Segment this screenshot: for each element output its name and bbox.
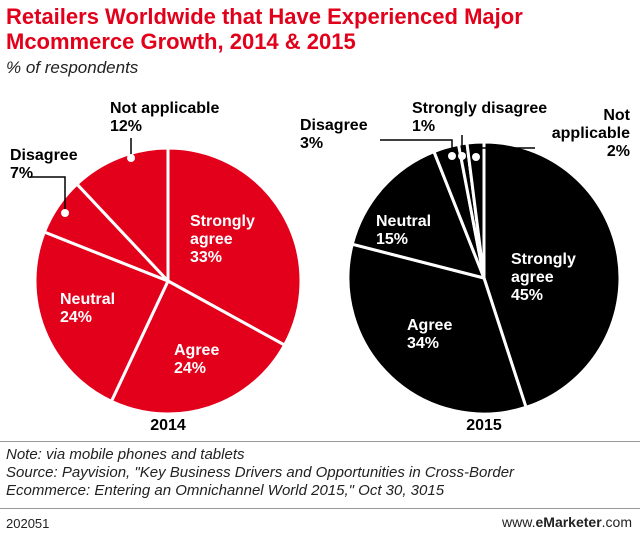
title-line-1: Retailers Worldwide that Have Experience… xyxy=(6,4,523,29)
year-label-2014: 2014 xyxy=(150,417,186,434)
year-label-2015: 2015 xyxy=(466,417,502,434)
leader-dot-2015-disagree xyxy=(448,152,456,160)
label-2015-strongly-agree: Strongly agree 45% xyxy=(511,251,576,304)
slice-2015-neutral xyxy=(350,150,486,280)
leader-dot-2015-strongly-disagree xyxy=(458,152,466,160)
brand-link[interactable]: www.eMarketer.com xyxy=(502,514,632,530)
label-2014-disagree: Disagree 7% xyxy=(10,147,78,182)
label-2015-agree: Agree 34% xyxy=(407,317,452,352)
footer-divider xyxy=(0,441,640,442)
label-2014-not-applicable: Not applicable 12% xyxy=(110,100,219,135)
brand-prefix: www. xyxy=(502,514,536,530)
label-2015-strongly-disagree: Strongly disagree 1% xyxy=(412,100,547,135)
chart-title: Retailers Worldwide that Have Experience… xyxy=(6,4,626,54)
brand-suffix: .com xyxy=(601,514,632,530)
label-2014-agree: Agree 24% xyxy=(174,342,219,377)
footer-bottom-divider xyxy=(0,508,640,509)
slice-2015-agree xyxy=(346,242,528,416)
leader-line-2015-disagree xyxy=(380,139,453,156)
footer-note: Note: via mobile phones and tablets xyxy=(6,446,245,463)
brand-name: eMarketer xyxy=(535,514,602,530)
label-2015-neutral: Neutral 15% xyxy=(376,213,431,248)
pie-2014: Strongly agree 33% Agree 24% Neutral 24% Disagr… xyxy=(10,100,303,434)
leader-dot-2015-not-applicable xyxy=(472,153,480,161)
leader-dot-2014-disagree xyxy=(61,209,69,217)
label-2015-not-applicable: Not applicable 2% xyxy=(552,107,631,160)
chart-id: 202051 xyxy=(6,516,50,531)
chart-subtitle: % of respondents xyxy=(6,58,139,77)
leader-dot-2014-not-applicable xyxy=(127,154,135,162)
slice-2014-neutral xyxy=(33,230,170,403)
pie-2015: Strongly agree 45% Agree 34% Neutral 15% Disagr… xyxy=(300,100,631,434)
slice-2014-agree xyxy=(109,279,287,416)
label-2015-disagree: Disagree 3% xyxy=(300,117,368,152)
slice-2014-strongly-agree xyxy=(166,146,303,347)
label-2014-strongly-agree: Strongly agree 33% xyxy=(190,213,255,266)
footer-source-line-2: Ecommerce: Entering an Omnichannel World… xyxy=(6,482,445,499)
footer-source-line-1: Source: Payvision, "Key Business Drivers… xyxy=(6,464,515,481)
title-line-2: Mcommerce Growth, 2014 & 2015 xyxy=(6,29,356,54)
slice-2014-not-applicable xyxy=(75,146,170,283)
label-2014-neutral: Neutral 24% xyxy=(60,291,115,326)
slice-2015-not-applicable xyxy=(465,140,486,280)
slice-2015-strongly-agree xyxy=(482,140,622,409)
leader-line-2014-disagree xyxy=(30,176,66,213)
